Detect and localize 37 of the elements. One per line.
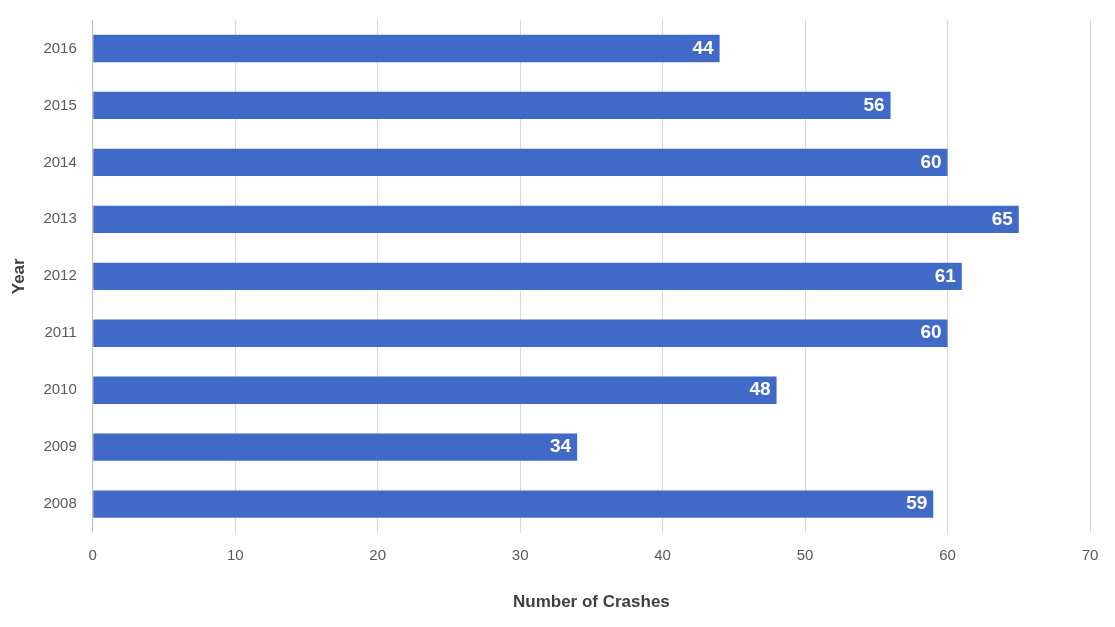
x-tick-label: 40 [654, 545, 671, 563]
x-tick-label: 0 [88, 545, 97, 563]
x-tick-label: 50 [796, 545, 814, 563]
y-tick-label: 2015 [43, 95, 77, 113]
bar [93, 490, 934, 518]
x-tick-label: 60 [939, 545, 956, 563]
x-tick-label: 30 [511, 545, 529, 563]
y-tick-label: 2012 [43, 266, 77, 284]
y-tick-label: 2008 [43, 494, 77, 512]
data-label: 61 [934, 264, 957, 286]
bar [93, 262, 962, 290]
bar [93, 34, 720, 63]
bar [93, 433, 578, 461]
y-tick-label: 2013 [43, 209, 77, 227]
bar [93, 148, 948, 177]
x-axis-title: Number of Crashes [512, 592, 670, 612]
bar [93, 376, 777, 404]
y-axis-title: Year [8, 257, 28, 295]
data-label: 56 [863, 93, 885, 115]
data-label: 48 [749, 378, 771, 400]
bar [93, 91, 891, 120]
y-tick-label: 2011 [44, 323, 77, 341]
data-label: 44 [692, 36, 715, 58]
y-tick-label: 2010 [43, 380, 77, 398]
y-tick-label: 2014 [43, 152, 77, 170]
x-tick-label: 10 [226, 545, 244, 563]
bar [93, 319, 948, 347]
bar [93, 205, 1019, 234]
data-label: 60 [920, 150, 942, 172]
y-tick-label: 2009 [43, 437, 77, 455]
data-label: 60 [920, 321, 942, 343]
data-label: 59 [906, 492, 928, 514]
data-label: 34 [550, 435, 572, 457]
y-tick-label: 2016 [43, 38, 77, 56]
x-tick-label: 70 [1081, 545, 1099, 563]
data-label: 65 [991, 207, 1014, 229]
x-tick-label: 20 [369, 545, 387, 563]
